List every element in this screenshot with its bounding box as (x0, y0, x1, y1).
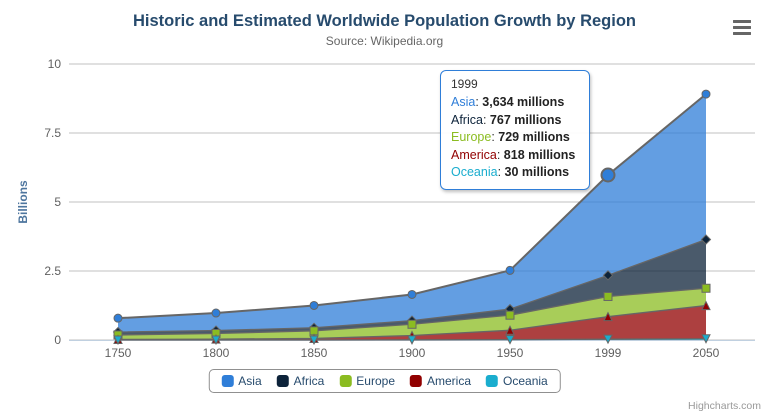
menu-bar (733, 32, 751, 35)
y-axis-label: 10 (48, 57, 62, 71)
chart-subtitle: Source: Wikipedia.org (325, 34, 444, 48)
point-asia-1750[interactable] (113, 313, 123, 323)
point-america-1950[interactable] (505, 325, 515, 335)
legend-item-europe[interactable]: Europe (339, 374, 395, 388)
y-axis-label: 2.5 (44, 264, 61, 278)
point-oceania-1900[interactable] (407, 335, 417, 345)
legend-swatch-icon (276, 375, 289, 387)
point-europe-2050[interactable] (701, 283, 711, 293)
y-axis-title: Billions (16, 180, 30, 224)
legend-swatch-icon (486, 375, 499, 387)
y-axis-label: 0 (54, 333, 61, 347)
point-europe-1950[interactable] (505, 310, 515, 320)
point-america-1999[interactable] (603, 311, 613, 322)
legend-label: Oceania (503, 374, 548, 388)
legend-label: Europe (356, 374, 396, 388)
point-europe-1900[interactable] (407, 319, 417, 329)
point-asia-2050[interactable] (701, 89, 711, 99)
x-axis-label: 1950 (497, 346, 524, 360)
legend-label: Africa (293, 374, 325, 388)
chart-title: Historic and Estimated Worldwide Populat… (133, 12, 636, 30)
x-axis-label: 1999 (595, 346, 622, 360)
legend-swatch-icon (410, 375, 423, 387)
legend-item-america[interactable]: America (410, 374, 471, 388)
x-axis-label: 2050 (693, 346, 720, 360)
point-america-2050[interactable] (701, 300, 711, 311)
menu-bar (733, 26, 751, 29)
point-asia-1800[interactable] (211, 308, 221, 318)
y-axis-label: 7.5 (44, 126, 61, 140)
x-axis-label: 1750 (105, 346, 132, 360)
point-oceania-1999[interactable] (603, 334, 613, 345)
point-oceania-2050[interactable] (701, 334, 711, 344)
legend: Asia Africa Europe America Oceania (208, 369, 561, 393)
point-asia-1950[interactable] (505, 265, 515, 275)
legend-label: America (427, 374, 472, 388)
y-axis-label: 5 (54, 195, 61, 209)
point-oceania-1750[interactable] (113, 335, 123, 346)
point-oceania-1800[interactable] (211, 335, 221, 346)
x-axis-label: 1800 (203, 346, 230, 360)
legend-swatch-icon (221, 375, 234, 387)
legend-swatch-icon (339, 375, 352, 387)
legend-item-africa[interactable]: Africa (276, 374, 325, 388)
legend-label: Asia (238, 374, 262, 388)
area-series-africa[interactable] (118, 239, 706, 335)
point-asia-1999[interactable] (600, 167, 616, 183)
x-axis-label: 1850 (301, 346, 328, 360)
menu-bar (733, 20, 751, 23)
legend-item-asia[interactable]: Asia (221, 374, 262, 388)
legend-item-oceania[interactable]: Oceania (486, 374, 548, 388)
point-oceania-1850[interactable] (309, 335, 319, 346)
x-axis-label: 1900 (399, 346, 426, 360)
area-series-asia[interactable] (118, 94, 706, 333)
point-asia-1900[interactable] (407, 289, 417, 299)
export-menu-icon[interactable] (733, 20, 751, 35)
point-africa-1999[interactable] (602, 270, 614, 281)
highcharts-credit[interactable]: Highcharts.com (688, 400, 761, 412)
point-africa-2050[interactable] (700, 234, 712, 245)
point-europe-1999[interactable] (603, 291, 613, 301)
point-asia-1850[interactable] (309, 300, 319, 310)
area-series-america[interactable] (118, 305, 706, 340)
point-oceania-1950[interactable] (505, 335, 515, 345)
